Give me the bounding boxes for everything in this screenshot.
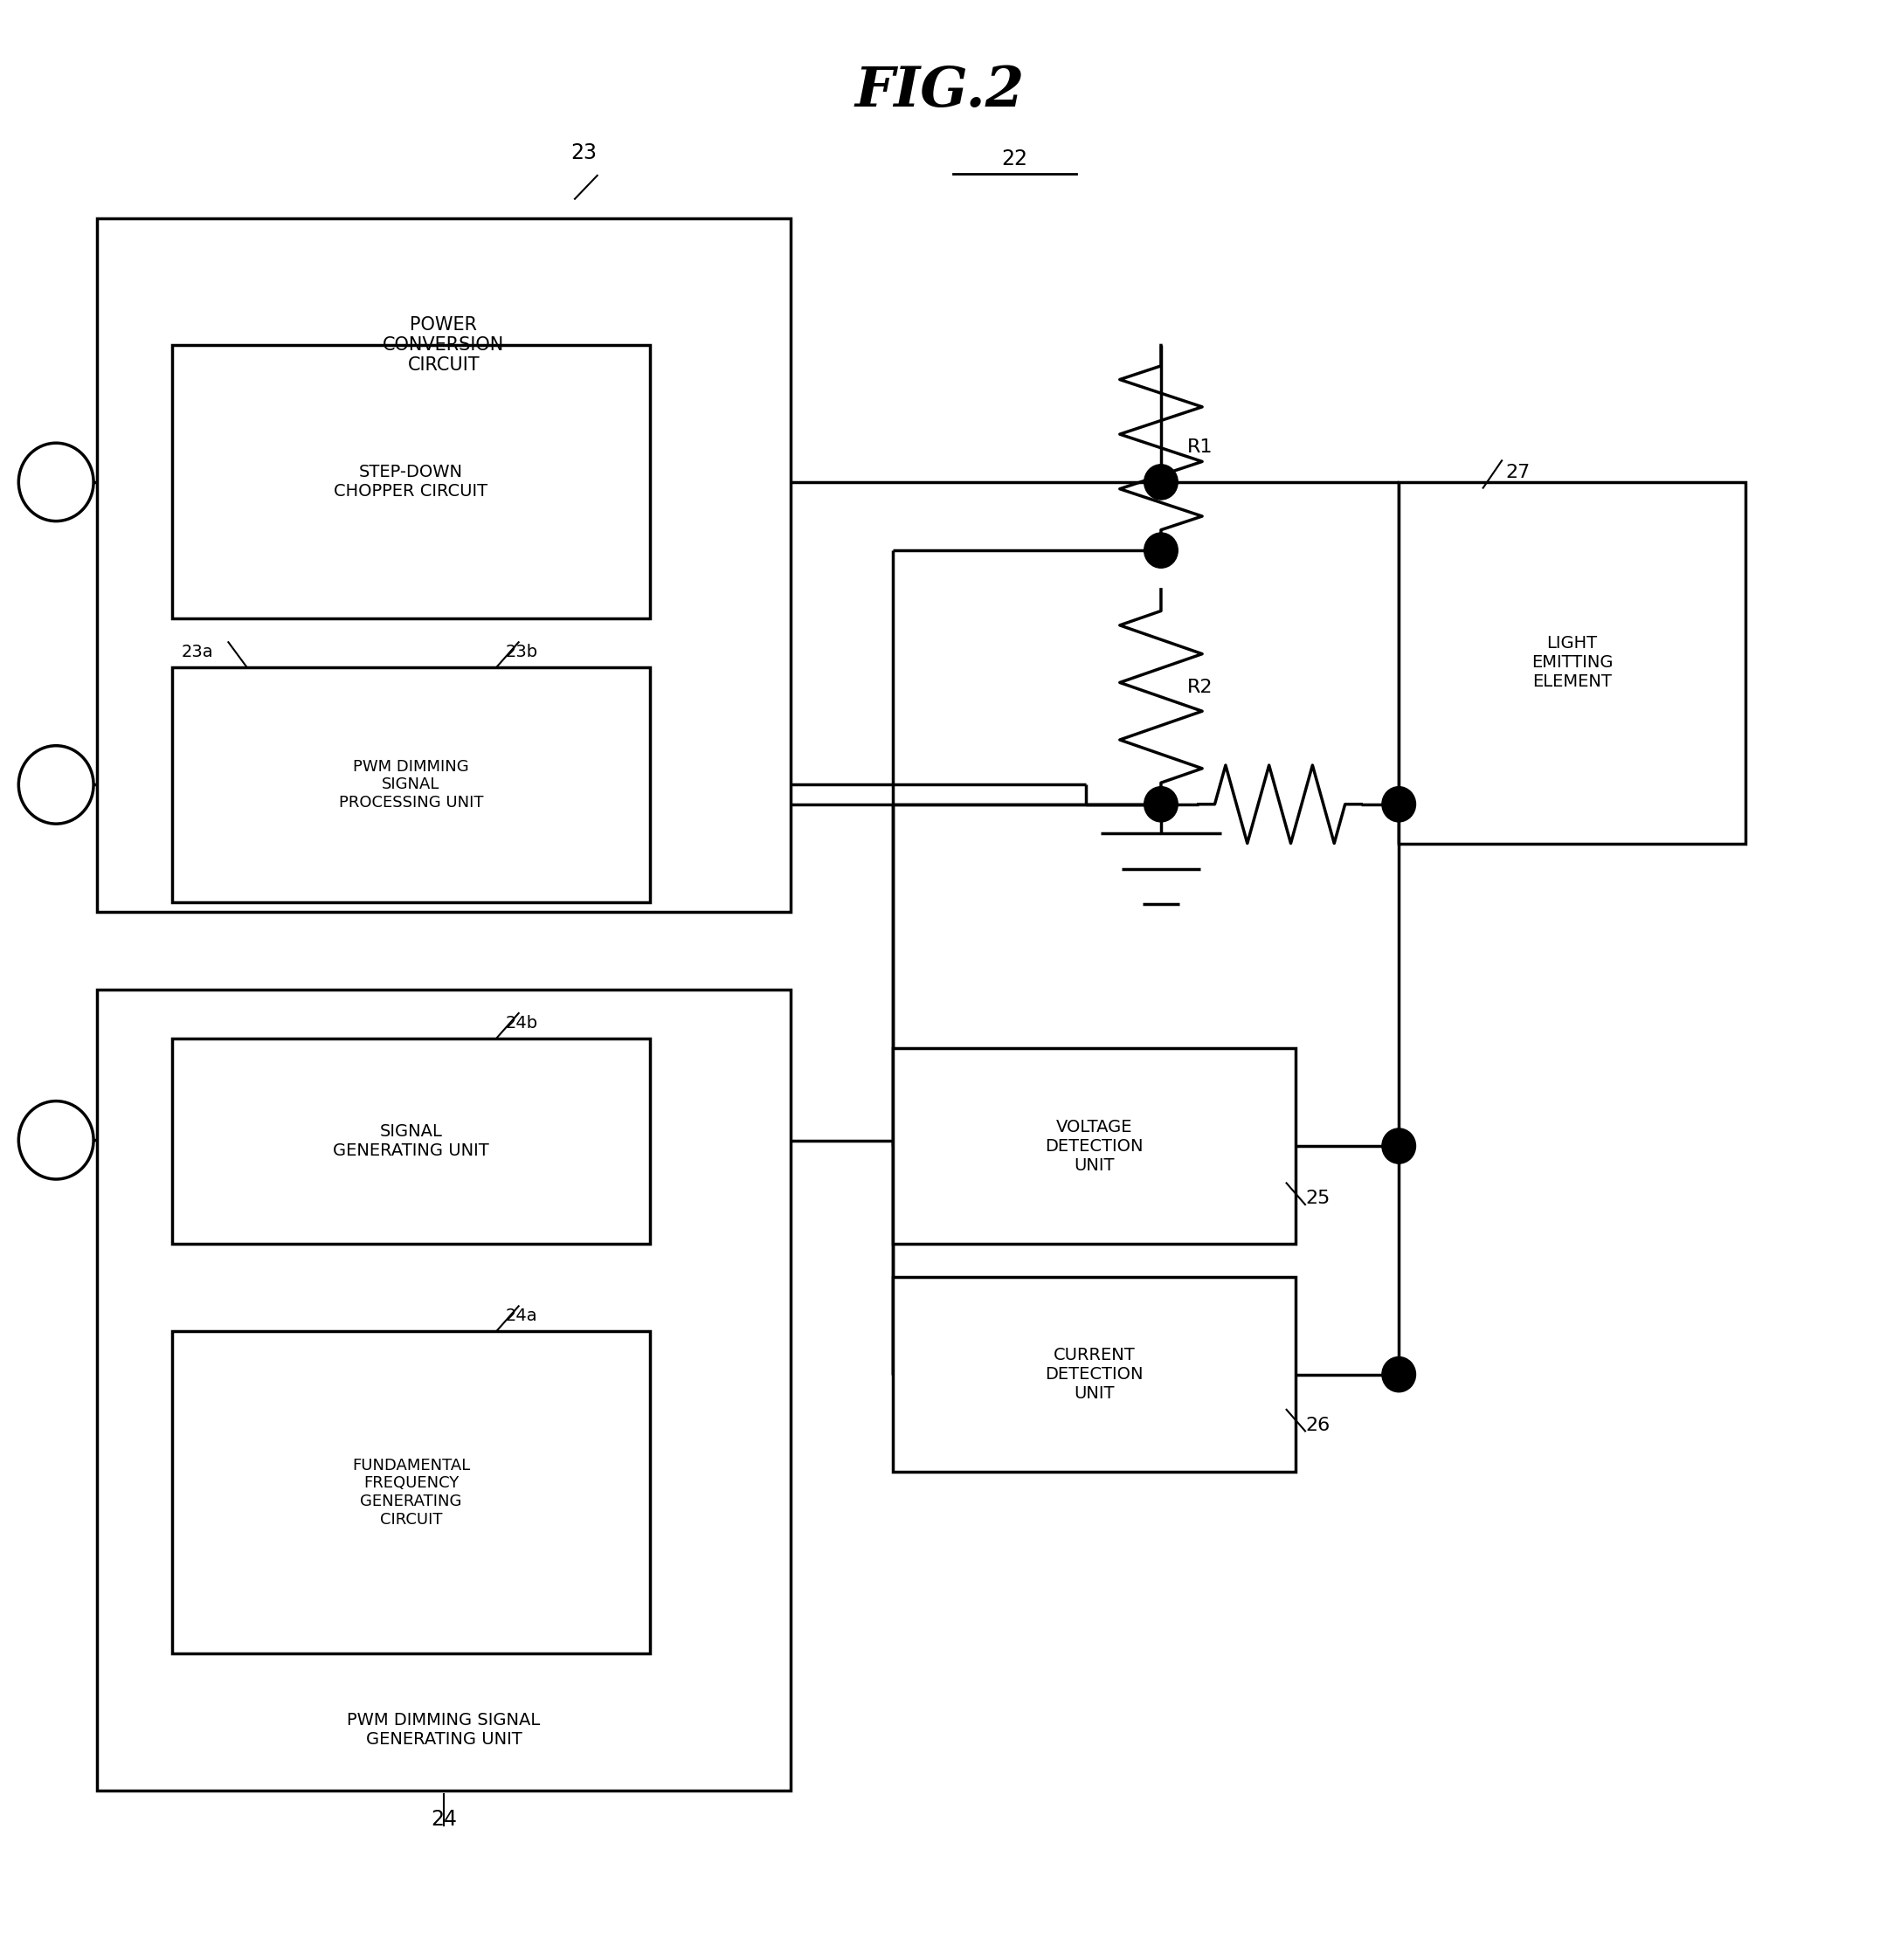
FancyBboxPatch shape — [1399, 482, 1745, 843]
FancyBboxPatch shape — [173, 345, 650, 619]
Text: PWM DIMMING SIGNAL
GENERATING UNIT: PWM DIMMING SIGNAL GENERATING UNIT — [348, 1711, 540, 1748]
Text: 27: 27 — [1506, 465, 1530, 480]
Text: R2: R2 — [1186, 678, 1213, 696]
Text: 22: 22 — [1002, 149, 1028, 171]
Text: STEP-DOWN
CHOPPER CIRCUIT: STEP-DOWN CHOPPER CIRCUIT — [335, 465, 489, 500]
Circle shape — [1382, 1356, 1416, 1392]
Text: 24a: 24a — [506, 1307, 538, 1325]
Text: FIG.2: FIG.2 — [855, 65, 1025, 118]
Circle shape — [1145, 786, 1179, 821]
FancyBboxPatch shape — [893, 1276, 1295, 1472]
Circle shape — [1382, 1129, 1416, 1164]
Text: FUNDAMENTAL
FREQUENCY
GENERATING
CIRCUIT: FUNDAMENTAL FREQUENCY GENERATING CIRCUIT — [352, 1458, 470, 1527]
FancyBboxPatch shape — [98, 218, 790, 911]
Text: 23a: 23a — [182, 643, 214, 661]
Text: POWER
CONVERSION
CIRCUIT: POWER CONVERSION CIRCUIT — [384, 316, 504, 374]
Text: SIGNAL
GENERATING UNIT: SIGNAL GENERATING UNIT — [333, 1123, 489, 1158]
Text: 24: 24 — [431, 1809, 457, 1829]
FancyBboxPatch shape — [173, 1039, 650, 1243]
FancyBboxPatch shape — [98, 990, 790, 1789]
FancyBboxPatch shape — [173, 668, 650, 902]
Text: CURRENT
DETECTION
UNIT: CURRENT DETECTION UNIT — [1045, 1347, 1143, 1401]
Text: 24b: 24b — [506, 1015, 538, 1031]
FancyBboxPatch shape — [173, 1331, 650, 1654]
Circle shape — [1145, 533, 1179, 568]
Text: VOLTAGE
DETECTION
UNIT: VOLTAGE DETECTION UNIT — [1045, 1119, 1143, 1174]
FancyBboxPatch shape — [893, 1049, 1295, 1243]
Text: 23: 23 — [572, 143, 598, 165]
Text: 23b: 23b — [506, 643, 538, 661]
Text: 26: 26 — [1305, 1417, 1329, 1435]
Text: R1: R1 — [1186, 439, 1213, 455]
Circle shape — [1145, 465, 1179, 500]
Text: PWM DIMMING
SIGNAL
PROCESSING UNIT: PWM DIMMING SIGNAL PROCESSING UNIT — [338, 759, 483, 811]
Text: 25: 25 — [1305, 1190, 1329, 1207]
Circle shape — [1382, 786, 1416, 821]
Text: LIGHT
EMITTING
ELEMENT: LIGHT EMITTING ELEMENT — [1530, 635, 1613, 690]
